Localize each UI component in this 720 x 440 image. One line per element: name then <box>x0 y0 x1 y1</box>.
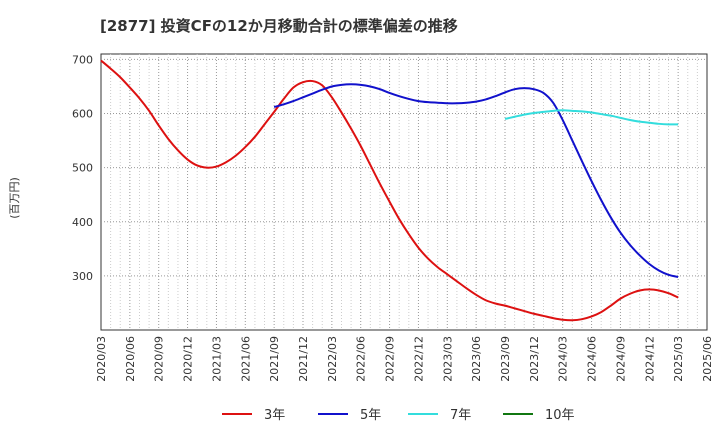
legend-label: 7年 <box>450 408 471 423</box>
legend: 3年 5年 7年 10年 <box>222 408 575 423</box>
x-tick-label: 2021/09 <box>268 336 281 382</box>
legend-label: 3年 <box>264 408 285 423</box>
x-tick-label: 2025/06 <box>701 336 714 382</box>
x-tick-label: 2023/03 <box>441 336 454 382</box>
x-tick-label: 2021/03 <box>210 336 223 382</box>
x-tick-label: 2022/09 <box>384 336 397 382</box>
y-tick-label: 400 <box>72 216 93 229</box>
x-tick-label: 2021/06 <box>239 336 252 382</box>
series-line-5年 <box>273 83 679 278</box>
legend-label: 5年 <box>360 408 381 423</box>
x-tick-label: 2023/06 <box>470 336 483 382</box>
y-tick-label: 300 <box>72 270 93 283</box>
x-tick-label: 2024/09 <box>614 336 627 382</box>
x-tick-label: 2024/03 <box>557 336 570 382</box>
x-tick-label: 2020/03 <box>95 336 108 382</box>
x-tick-label: 2022/12 <box>412 336 425 382</box>
x-tick-label: 2025/03 <box>672 336 685 382</box>
x-tick-label: 2020/06 <box>124 336 137 382</box>
series-layer <box>100 59 679 322</box>
axis-labels: 2020/03 2020/06 2020/09 2020/12 2021/03 2021/… <box>72 53 714 381</box>
y-tick-label: 500 <box>72 162 93 175</box>
x-tick-label: 2022/03 <box>326 336 339 382</box>
y-tick-label: 600 <box>72 108 93 121</box>
x-tick-label: 2020/09 <box>153 336 166 382</box>
x-tick-label: 2023/12 <box>528 336 541 382</box>
x-tick-label: 2021/12 <box>297 336 310 382</box>
chart-title: [2877] 投資CFの12か月移動合計の標準偏差の推移 <box>100 17 458 35</box>
x-tick-label: 2024/06 <box>586 336 599 382</box>
series-line-3年 <box>100 59 679 322</box>
grid-lines <box>101 54 707 330</box>
x-tick-label: 2024/12 <box>643 336 656 382</box>
x-tick-label: 2023/09 <box>499 336 512 382</box>
legend-label: 10年 <box>545 408 575 423</box>
plot-area <box>100 53 708 331</box>
y-axis-label: (百万円) <box>8 177 21 219</box>
x-tick-label: 2022/06 <box>355 336 368 382</box>
series-line-7年 <box>504 109 679 126</box>
y-tick-label: 700 <box>72 53 93 66</box>
x-tick-label: 2020/12 <box>182 336 195 382</box>
